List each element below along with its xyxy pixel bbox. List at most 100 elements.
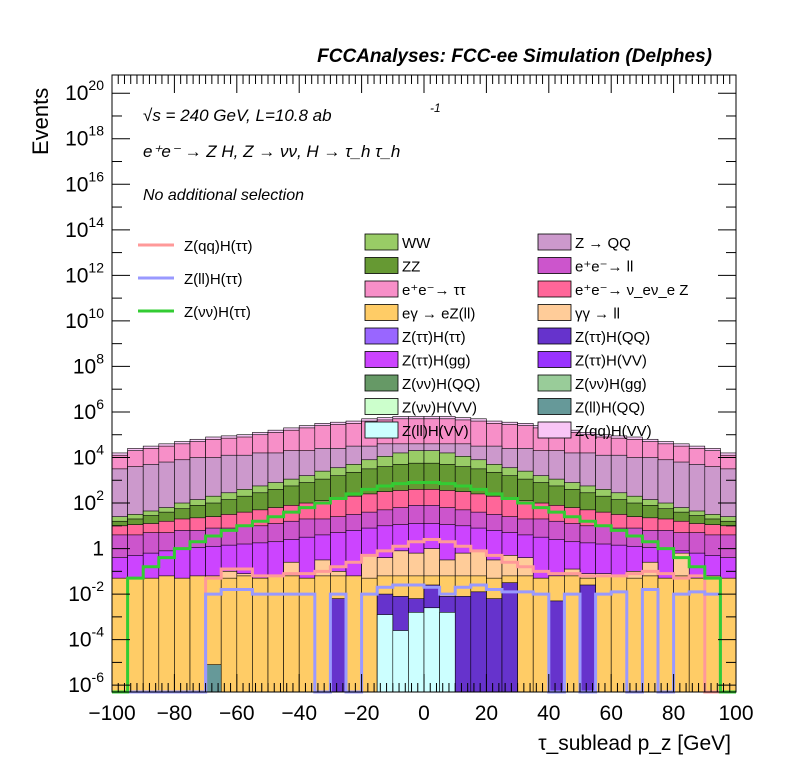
- x-tick-label: −20: [344, 702, 380, 725]
- bar: [236, 575, 253, 693]
- y-tick-label: 1014: [65, 214, 104, 242]
- bar: [501, 582, 518, 693]
- legend-label: e⁺e⁻→ ττ: [402, 282, 466, 299]
- legend-label: e⁺e⁻→ ν_eν_e Z: [575, 282, 688, 299]
- legend-label: γγ → ll: [575, 306, 620, 323]
- stack-z-ll-h-qq: [205, 664, 222, 693]
- legend-label: Z(qq)H(ττ): [184, 238, 253, 255]
- legend-label: ZZ: [402, 259, 420, 276]
- legend-swatch: [537, 421, 572, 439]
- line-z-qq-h: [112, 537, 736, 694]
- bar: [314, 575, 331, 693]
- legend-label: WW: [402, 235, 431, 252]
- legend-swatch: [537, 257, 572, 274]
- y-axis-label: Events: [28, 88, 53, 155]
- legend: Z(qq)H(ττ) Z(ll)H(ττ) Z(νν)H(ττ) WW Z → QQ ZZ…: [138, 233, 688, 440]
- y-tick-label: 1010: [65, 305, 104, 333]
- bar: [127, 577, 144, 693]
- x-tick-label: −100: [88, 702, 135, 725]
- legend-label: Z(νν)H(gg): [575, 376, 647, 393]
- experiment-title: FCCAnalyses: FCC-ee Simulation (Delphes): [317, 46, 712, 67]
- legend-swatch: [537, 280, 572, 298]
- bar: [579, 584, 596, 693]
- legend-label: Z(qq)H(VV): [575, 423, 652, 440]
- bar: [548, 600, 565, 693]
- legend-label: e⁺e⁻→ ll: [575, 259, 633, 276]
- legend-label: Z(ττ)H(QQ): [575, 329, 650, 346]
- bar: [142, 577, 160, 693]
- bar: [423, 607, 440, 693]
- y-tick-label: 10-2: [68, 578, 104, 606]
- legend-swatch: [364, 257, 399, 274]
- bar: [330, 598, 347, 693]
- y-tick-label: 10-4: [68, 624, 104, 652]
- stack-z-ll-h-vv: [376, 607, 456, 693]
- y-tick-label: 1016: [65, 168, 104, 196]
- line-z-h: [112, 481, 736, 694]
- bar: [189, 575, 206, 693]
- bar: [205, 664, 222, 693]
- legend-label: Z(ττ)H(gg): [402, 353, 471, 370]
- legend-label: Z → QQ: [575, 235, 631, 252]
- legend-swatch: [364, 233, 399, 251]
- legend-swatch: [364, 374, 399, 392]
- x-tick-label: 20: [475, 702, 498, 725]
- bar: [408, 612, 425, 693]
- legend-swatch: [364, 280, 399, 298]
- legend-swatch: [364, 421, 399, 439]
- bar: [220, 577, 238, 693]
- energy-lumi-label: √s = 240 GeV, L=10.8 ab: [143, 106, 332, 125]
- bar: [111, 577, 128, 693]
- legend-label: Z(ll)H(ττ): [184, 271, 243, 288]
- signal-lines: [112, 481, 736, 694]
- x-tick-label: 60: [600, 702, 623, 725]
- y-tick-label: 1: [92, 538, 104, 561]
- bar: [720, 577, 737, 693]
- x-tick-label: 40: [537, 702, 560, 725]
- x-tick-label: 100: [718, 702, 753, 725]
- y-tick-label: 104: [73, 441, 104, 469]
- y-tick-label: 1020: [65, 77, 104, 105]
- legend-swatch: [537, 327, 572, 345]
- axes: −100 −80 −60 −40 −20 0 20 40 60 80 100 10-6 10-4 10-2…: [65, 75, 754, 725]
- bar: [392, 630, 409, 693]
- legend-swatch: [537, 374, 572, 392]
- legend-swatch: [537, 398, 572, 415]
- y-tick-label: 102: [73, 487, 104, 515]
- selection-label: No additional selection: [143, 187, 304, 204]
- legend-swatch: [364, 398, 399, 415]
- bar: [642, 575, 659, 693]
- legend-label: eγ → eZ(ll): [402, 306, 475, 323]
- bar: [657, 577, 674, 693]
- legend-swatch: [364, 327, 399, 345]
- line-z-ll-h: [112, 583, 736, 694]
- legend-label: Z(ττ)H(VV): [575, 353, 647, 370]
- legend-label: Z(ττ)H(ττ): [402, 329, 466, 346]
- bar: [486, 598, 503, 693]
- legend-label: Z(ll)H(VV): [402, 423, 469, 440]
- bar: [454, 596, 472, 693]
- bar: [688, 577, 706, 693]
- y-tick-label: 106: [73, 396, 104, 424]
- x-axis-label: τ_sublead p_z [GeV]: [538, 732, 731, 755]
- x-tick-label: −60: [219, 702, 255, 725]
- bar: [174, 577, 191, 693]
- legend-label: Z(νν)H(ττ): [184, 304, 251, 321]
- legend-swatch: [537, 304, 572, 321]
- legend-label: Z(ll)H(QQ): [575, 400, 645, 417]
- bar: [626, 577, 643, 693]
- y-tick-label: 10-6: [68, 669, 104, 697]
- y-tick-label: 1012: [65, 259, 104, 287]
- x-tick-label: −40: [281, 702, 317, 725]
- x-tick-label: −80: [157, 702, 193, 725]
- legend-swatch: [364, 351, 399, 368]
- process-label: e⁺e⁻ → Z H, Z → νν, H → τ_h τ_h: [143, 142, 400, 161]
- legend-label: Z(νν)H(QQ): [402, 376, 480, 393]
- bar: [376, 614, 394, 693]
- y-tick-label: 108: [73, 350, 104, 378]
- lumi-unit-sup: -1: [430, 101, 441, 115]
- bar: [439, 612, 456, 693]
- bar: [158, 575, 175, 693]
- legend-label: Z(νν)H(VV): [402, 400, 477, 417]
